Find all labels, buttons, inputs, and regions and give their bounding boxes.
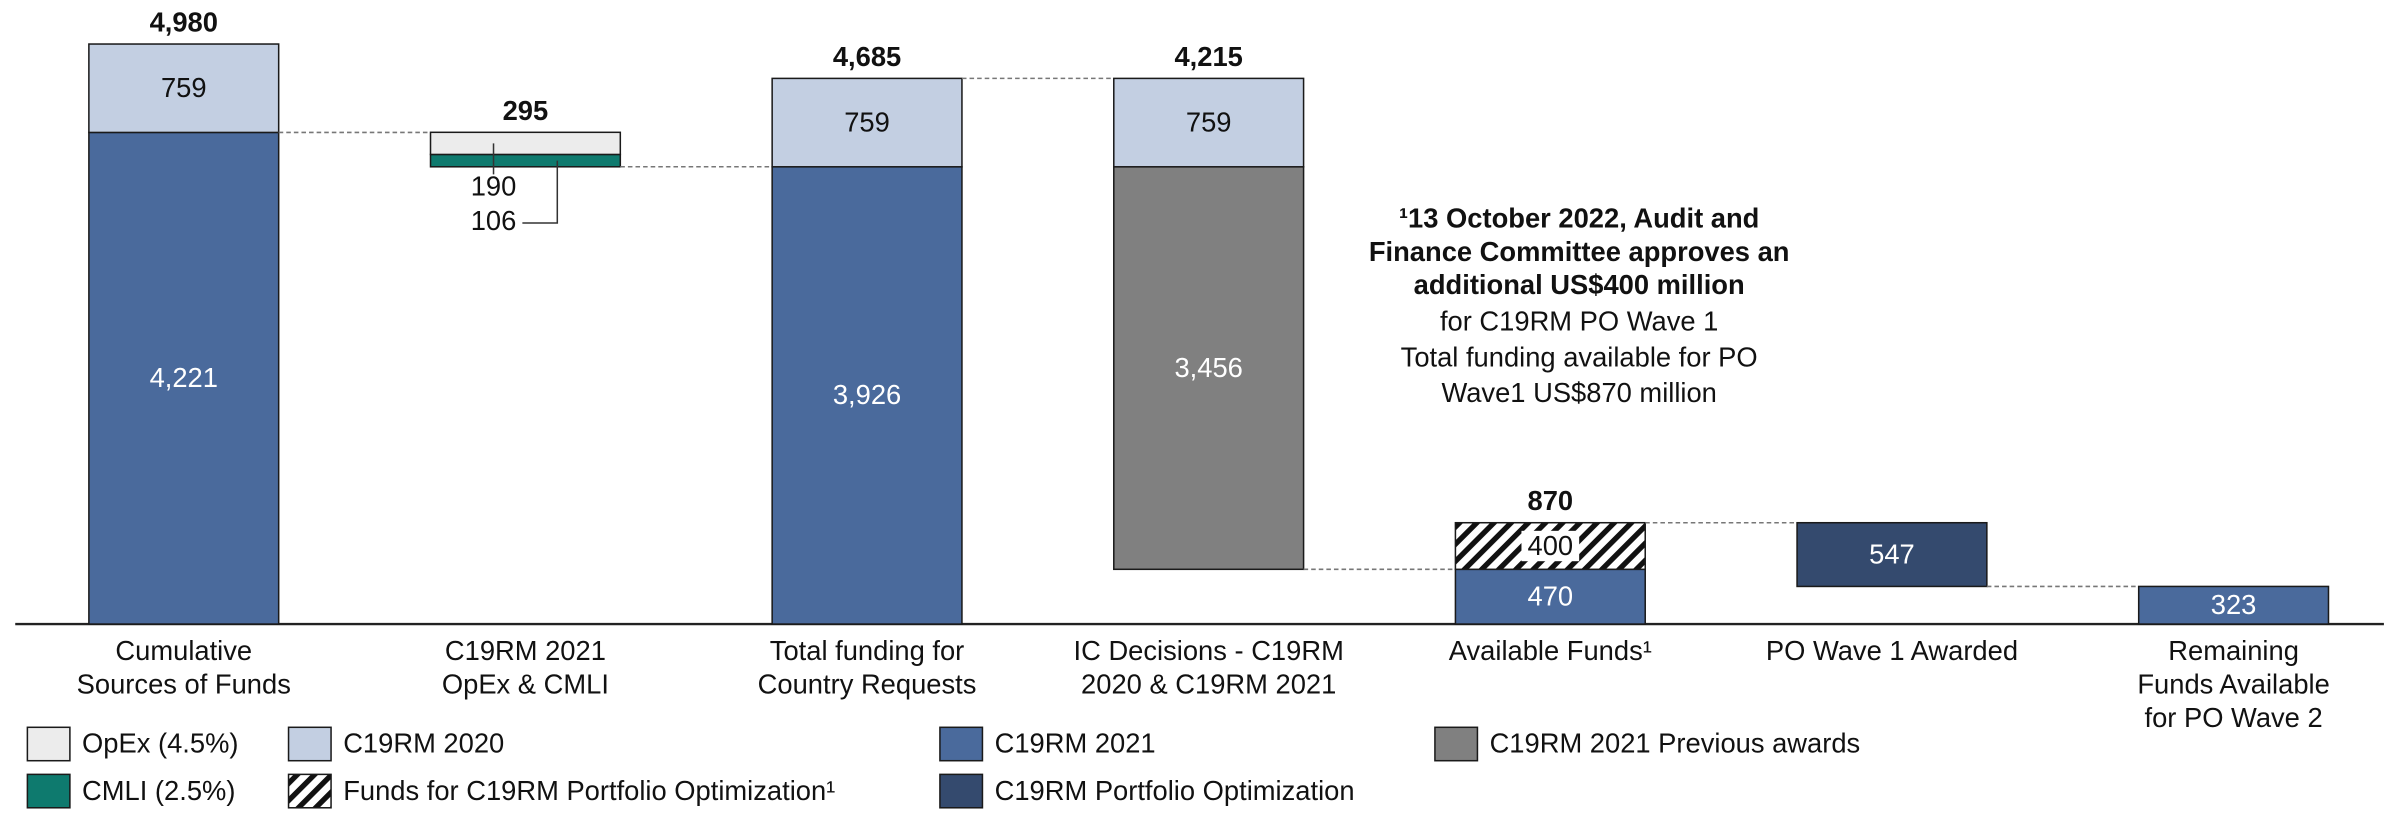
segment-label: 547 [1869,538,1915,569]
segment-label: 400 [1528,530,1574,561]
bar-segment [88,43,280,134]
legend-swatch [1434,726,1479,762]
segment-label: 759 [1186,106,1232,137]
category-label: Available Funds¹ [1449,635,1652,666]
legend-swatch [939,773,984,809]
legend-swatch [26,726,71,762]
segment-label: 4,221 [150,362,218,393]
total-label: 870 [1528,485,1574,516]
bar-segment [1796,521,1988,588]
segment-label: 323 [2211,589,2257,620]
segment-label: 759 [844,106,890,137]
annotation-line: ¹13 October 2022, Audit and [1399,202,1759,233]
annotation-line: additional US$400 million [1414,269,1745,300]
legend-swatch [26,773,71,809]
annotation-line: Total funding available for PO [1401,341,1758,372]
category-label: Funds Available [2137,669,2329,700]
annotation-line: Wave1 US$870 million [1441,377,1716,408]
segment-label: 3,926 [833,379,901,410]
legend-label: Funds for C19RM Portfolio Optimization¹ [343,775,835,806]
category-label: Remaining [2168,635,2299,666]
annotation-line: for C19RM PO Wave 1 [1440,306,1718,337]
segment-label: 106 [471,205,517,236]
category-label: Sources of Funds [77,669,291,700]
legend-label: C19RM 2021 [995,728,1156,759]
leader-line [522,160,559,224]
category-label: Total funding for [770,635,964,666]
bar-segment [1454,568,1646,625]
bar-segment [1113,166,1305,571]
legend-label: C19RM 2021 Previous awards [1490,728,1861,759]
legend-label: OpEx (4.5%) [82,728,238,759]
legend-label: C19RM Portfolio Optimization [995,775,1355,806]
category-label: C19RM 2021 [445,635,606,666]
bar-segment [771,77,963,168]
segment-label: 190 [471,170,517,201]
bar-segment [429,131,622,156]
legend-swatch [287,726,332,762]
segment-label: 470 [1528,580,1574,611]
category-label: Country Requests [758,669,977,700]
bar-segment [2137,585,2330,625]
label-bg [1521,530,1580,562]
category-label: PO Wave 1 Awarded [1766,635,2018,666]
segment-label: 759 [161,72,207,103]
legend-swatch [939,726,984,762]
total-label: 4,980 [150,7,218,38]
legend-label: C19RM 2020 [343,728,504,759]
category-label: Cumulative [115,635,252,666]
category-label: for PO Wave 2 [2144,702,2322,733]
total-label: 295 [503,95,549,126]
category-label: 2020 & C19RM 2021 [1081,669,1336,700]
category-label: IC Decisions - C19RM [1074,635,1344,666]
bar-segment [88,131,280,625]
legend-swatch [287,773,332,809]
bar-segment [1113,77,1305,168]
legend-label: CMLI (2.5%) [82,775,235,806]
segment-label: 3,456 [1174,352,1242,383]
annotation-line: Finance Committee approves an [1369,236,1790,267]
total-label: 4,215 [1174,41,1242,72]
total-label: 4,685 [833,41,901,72]
bar-segment [771,166,963,625]
bar-segment [429,153,622,168]
category-label: OpEx & CMLI [442,669,609,700]
